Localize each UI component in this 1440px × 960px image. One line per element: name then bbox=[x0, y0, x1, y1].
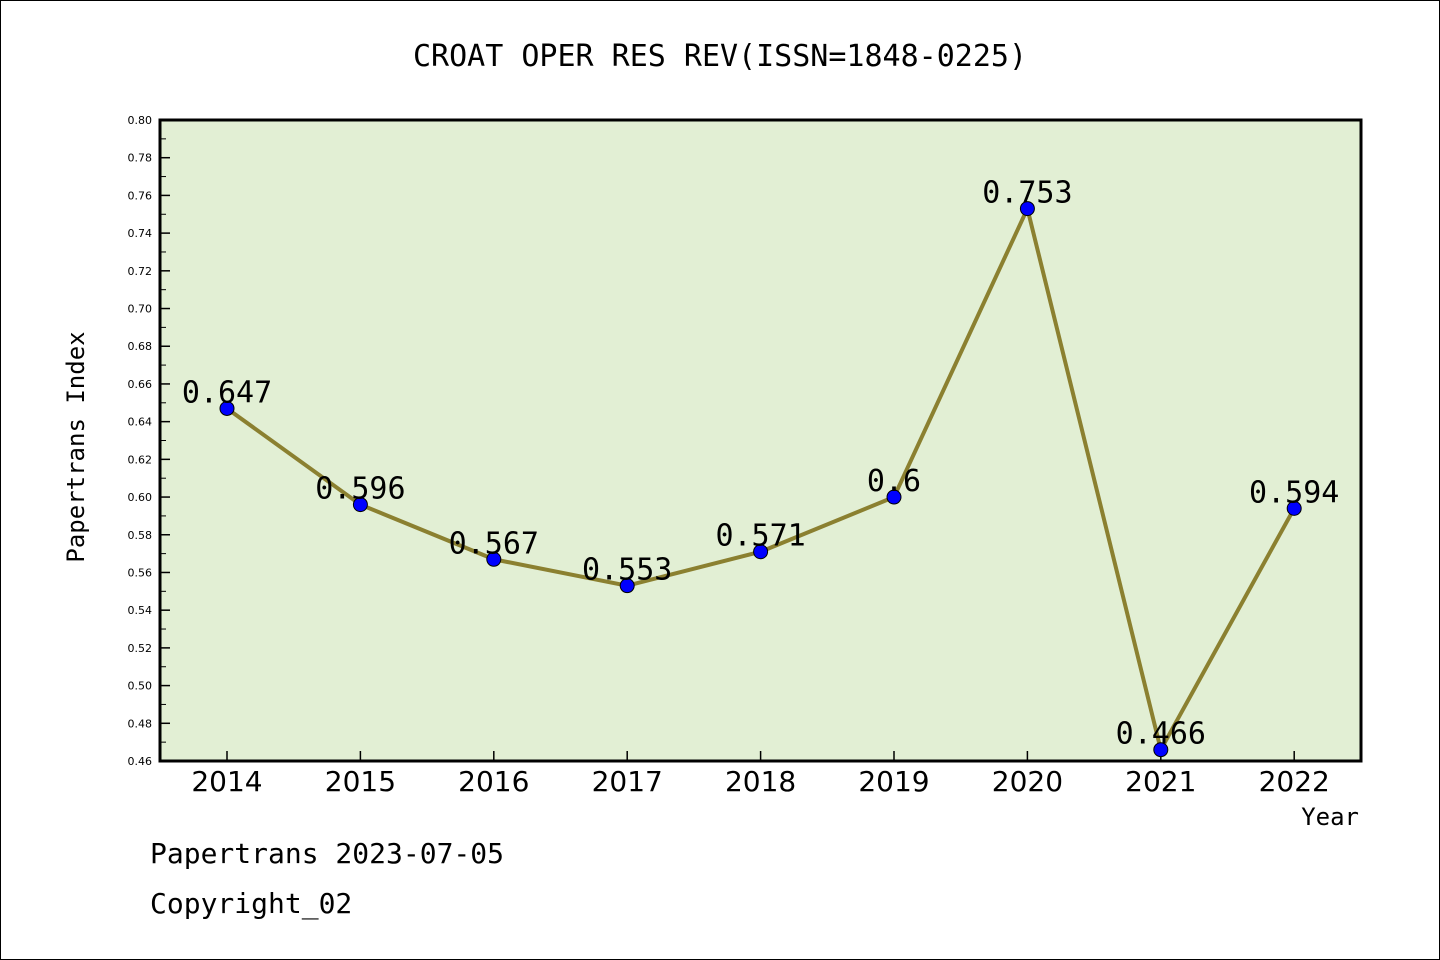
data-point bbox=[486, 551, 502, 567]
y-tick-label: 0.56 bbox=[128, 566, 153, 579]
x-axis-label: Year bbox=[1301, 803, 1359, 831]
y-tick-label: 0.64 bbox=[128, 416, 153, 429]
y-tick-label: 0.72 bbox=[128, 265, 153, 278]
data-label: 0.647 bbox=[182, 375, 272, 410]
data-point bbox=[886, 489, 902, 505]
y-tick-label: 0.54 bbox=[128, 604, 153, 617]
plot-area bbox=[158, 118, 1363, 763]
data-point bbox=[753, 544, 769, 560]
data-label: 0.753 bbox=[982, 176, 1072, 211]
y-tick-label: 0.52 bbox=[128, 642, 153, 655]
y-tick-label: 0.50 bbox=[128, 680, 153, 693]
y-axis: 0.46 0.48 0.50 0.52 0.54 0.56 0.58 0.60 0.62 0.64… bbox=[128, 114, 170, 768]
data-label: 0.567 bbox=[449, 526, 539, 561]
data-point bbox=[219, 400, 235, 416]
y-axis-label: Papertrans Index bbox=[62, 331, 90, 562]
data-label: 0.6 bbox=[867, 464, 921, 499]
y-tick-label: 0.66 bbox=[128, 378, 153, 391]
data-label: 0.596 bbox=[315, 472, 405, 507]
chart-title: CROAT OPER RES REV(ISSN=1848-0225) bbox=[413, 39, 1027, 74]
x-tick-label: 2015 bbox=[325, 765, 396, 798]
data-point bbox=[1019, 201, 1035, 217]
x-tick-label: 2017 bbox=[592, 765, 663, 798]
x-tick-label: 2019 bbox=[858, 765, 929, 798]
x-tick-label: 2014 bbox=[191, 765, 262, 798]
y-tick-label: 0.68 bbox=[128, 340, 153, 353]
y-tick-label: 0.70 bbox=[128, 303, 153, 316]
data-label: 0.466 bbox=[1116, 717, 1206, 752]
data-label: 0.594 bbox=[1249, 475, 1339, 510]
y-tick-label: 0.74 bbox=[128, 227, 153, 240]
x-tick-label: 2020 bbox=[992, 765, 1063, 798]
y-tick-label: 0.62 bbox=[128, 453, 153, 466]
footer-date: Papertrans 2023-07-05 bbox=[150, 837, 504, 870]
data-label: 0.571 bbox=[715, 519, 805, 554]
data-point bbox=[352, 497, 368, 513]
data-label: 0.553 bbox=[582, 553, 672, 588]
x-tick-label: 2022 bbox=[1259, 765, 1330, 798]
y-tick-label: 0.58 bbox=[128, 529, 153, 542]
data-labels: 0.647 0.596 0.567 0.553 0.571 0.6 0.753 0.466 0.… bbox=[182, 176, 1340, 752]
y-tick-label: 0.48 bbox=[128, 717, 153, 730]
data-markers bbox=[219, 201, 1302, 758]
y-tick-label: 0.78 bbox=[128, 152, 153, 165]
y-tick-label: 0.80 bbox=[128, 114, 153, 127]
footer-copyright: Copyright_02 bbox=[150, 887, 352, 921]
x-tick-label: 2016 bbox=[458, 765, 529, 798]
x-tick-label: 2021 bbox=[1125, 765, 1196, 798]
x-axis: 2014 2015 2016 2017 2018 2019 2020 2021 2022 bbox=[191, 751, 1330, 798]
data-point bbox=[619, 578, 635, 594]
x-tick-label: 2018 bbox=[725, 765, 796, 798]
y-tick-label: 0.60 bbox=[128, 491, 153, 504]
data-point bbox=[1153, 742, 1169, 758]
y-tick-label: 0.46 bbox=[128, 755, 153, 768]
data-point bbox=[1286, 500, 1302, 516]
y-tick-label: 0.76 bbox=[128, 189, 153, 202]
